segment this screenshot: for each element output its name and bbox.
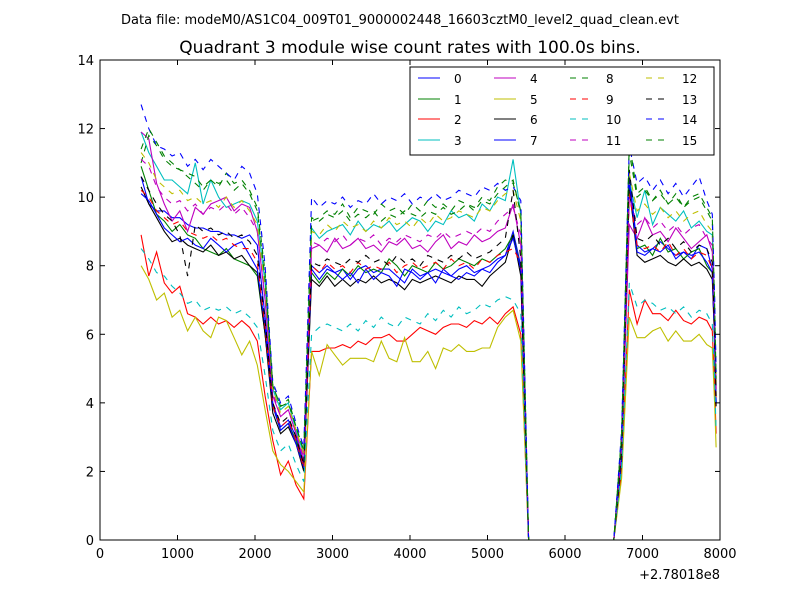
legend-label-14: 14: [682, 113, 697, 127]
legend-label-8: 8: [606, 72, 614, 86]
legend-label-0: 0: [454, 72, 462, 86]
series-layer: [140, 104, 717, 540]
legend-label-10: 10: [606, 113, 621, 127]
x-tick-label: 2000: [238, 547, 271, 562]
legend-label-6: 6: [530, 113, 538, 127]
x-tick-label: 1000: [161, 547, 194, 562]
legend-label-12: 12: [682, 72, 697, 86]
series-line-5: [140, 265, 717, 540]
legend-label-4: 4: [530, 72, 538, 86]
series-line-2: [140, 234, 717, 540]
legend-label-11: 11: [606, 134, 621, 148]
y-tick-label: 6: [86, 328, 94, 343]
y-tick-label: 8: [86, 260, 94, 275]
y-tick-label: 12: [77, 123, 94, 138]
y-tick-label: 14: [77, 54, 94, 69]
axis-ticks: 0 1000 2000 3000 4000 5000 6000 7000 80000246810…: [77, 54, 736, 562]
series-line-9: [140, 189, 717, 540]
legend-label-13: 13: [682, 93, 697, 107]
series-line-7: [140, 179, 717, 540]
series-line-1: [140, 166, 717, 540]
y-tick-label: 4: [86, 397, 94, 412]
x-tick-label: 3000: [316, 547, 349, 562]
legend-label-15: 15: [682, 134, 697, 148]
y-tick-label: 10: [77, 191, 94, 206]
x-tick-label: 6000: [548, 547, 581, 562]
series-line-0: [140, 176, 717, 540]
series-line-12: [140, 152, 717, 540]
legend-label-2: 2: [454, 113, 462, 127]
series-line-6: [140, 186, 717, 540]
x-tick-label: 5000: [471, 547, 504, 562]
x-tick-label: 4000: [393, 547, 426, 562]
series-line-3: [140, 131, 717, 540]
legend-label-7: 7: [530, 134, 538, 148]
x-tick-label: 7000: [626, 547, 659, 562]
x-tick-label: 8000: [703, 547, 736, 562]
y-tick-label: 2: [86, 465, 94, 480]
series-line-8: [140, 134, 717, 540]
legend-label-5: 5: [530, 93, 538, 107]
figure-suptitle: Data file: modeM0/AS1C04_009T01_90000024…: [121, 13, 679, 28]
series-line-11: [140, 158, 717, 540]
x-tick-label: 0: [96, 547, 104, 562]
x-axis-offset-label: +2.78018e8: [639, 568, 720, 583]
legend-label-3: 3: [454, 134, 462, 148]
series-line-10: [140, 248, 717, 540]
chart-title: Quadrant 3 module wise count rates with …: [179, 38, 640, 58]
legend-label-9: 9: [606, 93, 614, 107]
y-tick-label: 0: [86, 534, 94, 549]
legend-label-1: 1: [454, 93, 462, 107]
